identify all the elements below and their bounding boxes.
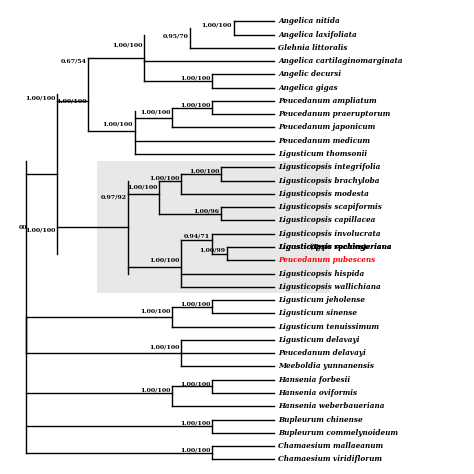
Text: Ligusticum delavayi: Ligusticum delavayi: [278, 336, 360, 344]
Text: 1.00/100: 1.00/100: [180, 102, 210, 108]
Text: Angelica cartilaginomarginata: Angelica cartilaginomarginata: [278, 57, 403, 65]
Text: Ligusticopsis wallichiana: Ligusticopsis wallichiana: [278, 283, 381, 291]
Bar: [97, 161, 329, 293]
Text: Ligusticopsis rechingeriana (Type species): Ligusticopsis rechingeriana (Type specie…: [278, 243, 452, 251]
Text: Ligusticopsis integrifolia: Ligusticopsis integrifolia: [278, 164, 381, 171]
Text: Glehnia littoralis: Glehnia littoralis: [278, 44, 348, 52]
Text: 1.00/100: 1.00/100: [149, 175, 179, 181]
Text: Angelic decursi: Angelic decursi: [278, 71, 342, 78]
Text: 1.00/100: 1.00/100: [201, 23, 232, 28]
Text: Ligusticopsis capillacea: Ligusticopsis capillacea: [278, 217, 376, 224]
Text: 1.00/100: 1.00/100: [140, 308, 170, 313]
Text: Meeboldia yunnanensis: Meeboldia yunnanensis: [278, 363, 374, 370]
Text: 1.00/100: 1.00/100: [128, 185, 158, 190]
Text: 1.00/100: 1.00/100: [180, 381, 210, 386]
Text: Ligusticum sinense: Ligusticum sinense: [278, 310, 357, 317]
Text: 1.00/100: 1.00/100: [180, 421, 210, 426]
Text: Chamaesium viridiflorum: Chamaesium viridiflorum: [278, 456, 383, 464]
Bar: [97, 161, 278, 293]
Text: 1.00/100: 1.00/100: [112, 43, 142, 48]
Text: 1.00/96: 1.00/96: [193, 209, 219, 214]
Text: (Type species): (Type species): [307, 243, 367, 251]
Text: 1.00/100: 1.00/100: [25, 227, 55, 232]
Text: Peucedanum praeruptorum: Peucedanum praeruptorum: [278, 110, 391, 118]
Text: Angelica gigas: Angelica gigas: [278, 84, 338, 91]
Text: 0.97/92: 0.97/92: [101, 194, 127, 199]
Text: 1.00/100: 1.00/100: [56, 99, 87, 103]
Text: Hansenia forbesii: Hansenia forbesii: [278, 376, 351, 383]
Text: 1.00/100: 1.00/100: [180, 447, 210, 453]
Text: 1.00/100: 1.00/100: [180, 301, 210, 307]
Text: 1.00/100: 1.00/100: [140, 109, 170, 114]
Text: 1.00/99: 1.00/99: [200, 247, 226, 252]
Text: 1.00/100: 1.00/100: [25, 96, 55, 101]
Text: 1.00/100: 1.00/100: [140, 388, 170, 393]
Text: Peucedanum japonicum: Peucedanum japonicum: [278, 124, 376, 131]
Text: Ligusticopsis brachyloba: Ligusticopsis brachyloba: [278, 177, 380, 184]
Text: Peucedanum pubescens: Peucedanum pubescens: [278, 256, 376, 264]
Text: Angelica nitida: Angelica nitida: [278, 17, 340, 25]
Text: 00: 00: [19, 225, 27, 229]
Text: 0.95/70: 0.95/70: [163, 33, 189, 38]
Text: 1.00/100: 1.00/100: [180, 76, 210, 81]
Text: Hansenia oviformis: Hansenia oviformis: [278, 389, 357, 397]
Text: Peucedanum ampliatum: Peucedanum ampliatum: [278, 97, 377, 105]
Text: 0.67/54: 0.67/54: [61, 59, 87, 64]
Text: Bupleurum chinense: Bupleurum chinense: [278, 416, 363, 423]
Text: Ligusticum tenuissimum: Ligusticum tenuissimum: [278, 323, 380, 330]
Text: Ligusticopsis rechingeriana: Ligusticopsis rechingeriana: [278, 243, 392, 251]
Text: Angelica laxifoliata: Angelica laxifoliata: [278, 31, 357, 38]
Text: Ligusticopsis hispida: Ligusticopsis hispida: [278, 270, 365, 277]
Text: Ligusticum jeholense: Ligusticum jeholense: [278, 296, 365, 304]
Text: 0.94/71: 0.94/71: [184, 234, 210, 239]
Text: Ligusticopsis rechingeriana: Ligusticopsis rechingeriana: [278, 243, 392, 251]
Text: Chamaesium mallaeanum: Chamaesium mallaeanum: [278, 442, 383, 450]
Text: 1.00/100: 1.00/100: [102, 121, 133, 126]
Text: Bupleurum commelynoideum: Bupleurum commelynoideum: [278, 429, 399, 437]
Text: Peucedanum medicum: Peucedanum medicum: [278, 137, 371, 145]
Text: Peucedanum delavayi: Peucedanum delavayi: [278, 349, 366, 357]
Text: Ligusticopsis scapiformis: Ligusticopsis scapiformis: [278, 203, 383, 211]
Text: 1.00/100: 1.00/100: [189, 169, 219, 174]
Text: 1.00/100: 1.00/100: [149, 258, 179, 263]
Text: Hansenia weberbaueriana: Hansenia weberbaueriana: [278, 402, 385, 410]
Text: Ligusticopsis involucrata: Ligusticopsis involucrata: [278, 230, 381, 237]
Text: Ligusticopsis modesta: Ligusticopsis modesta: [278, 190, 369, 198]
Text: 1.00/100: 1.00/100: [149, 344, 179, 349]
Text: Ligusticum thomsonii: Ligusticum thomsonii: [278, 150, 367, 158]
